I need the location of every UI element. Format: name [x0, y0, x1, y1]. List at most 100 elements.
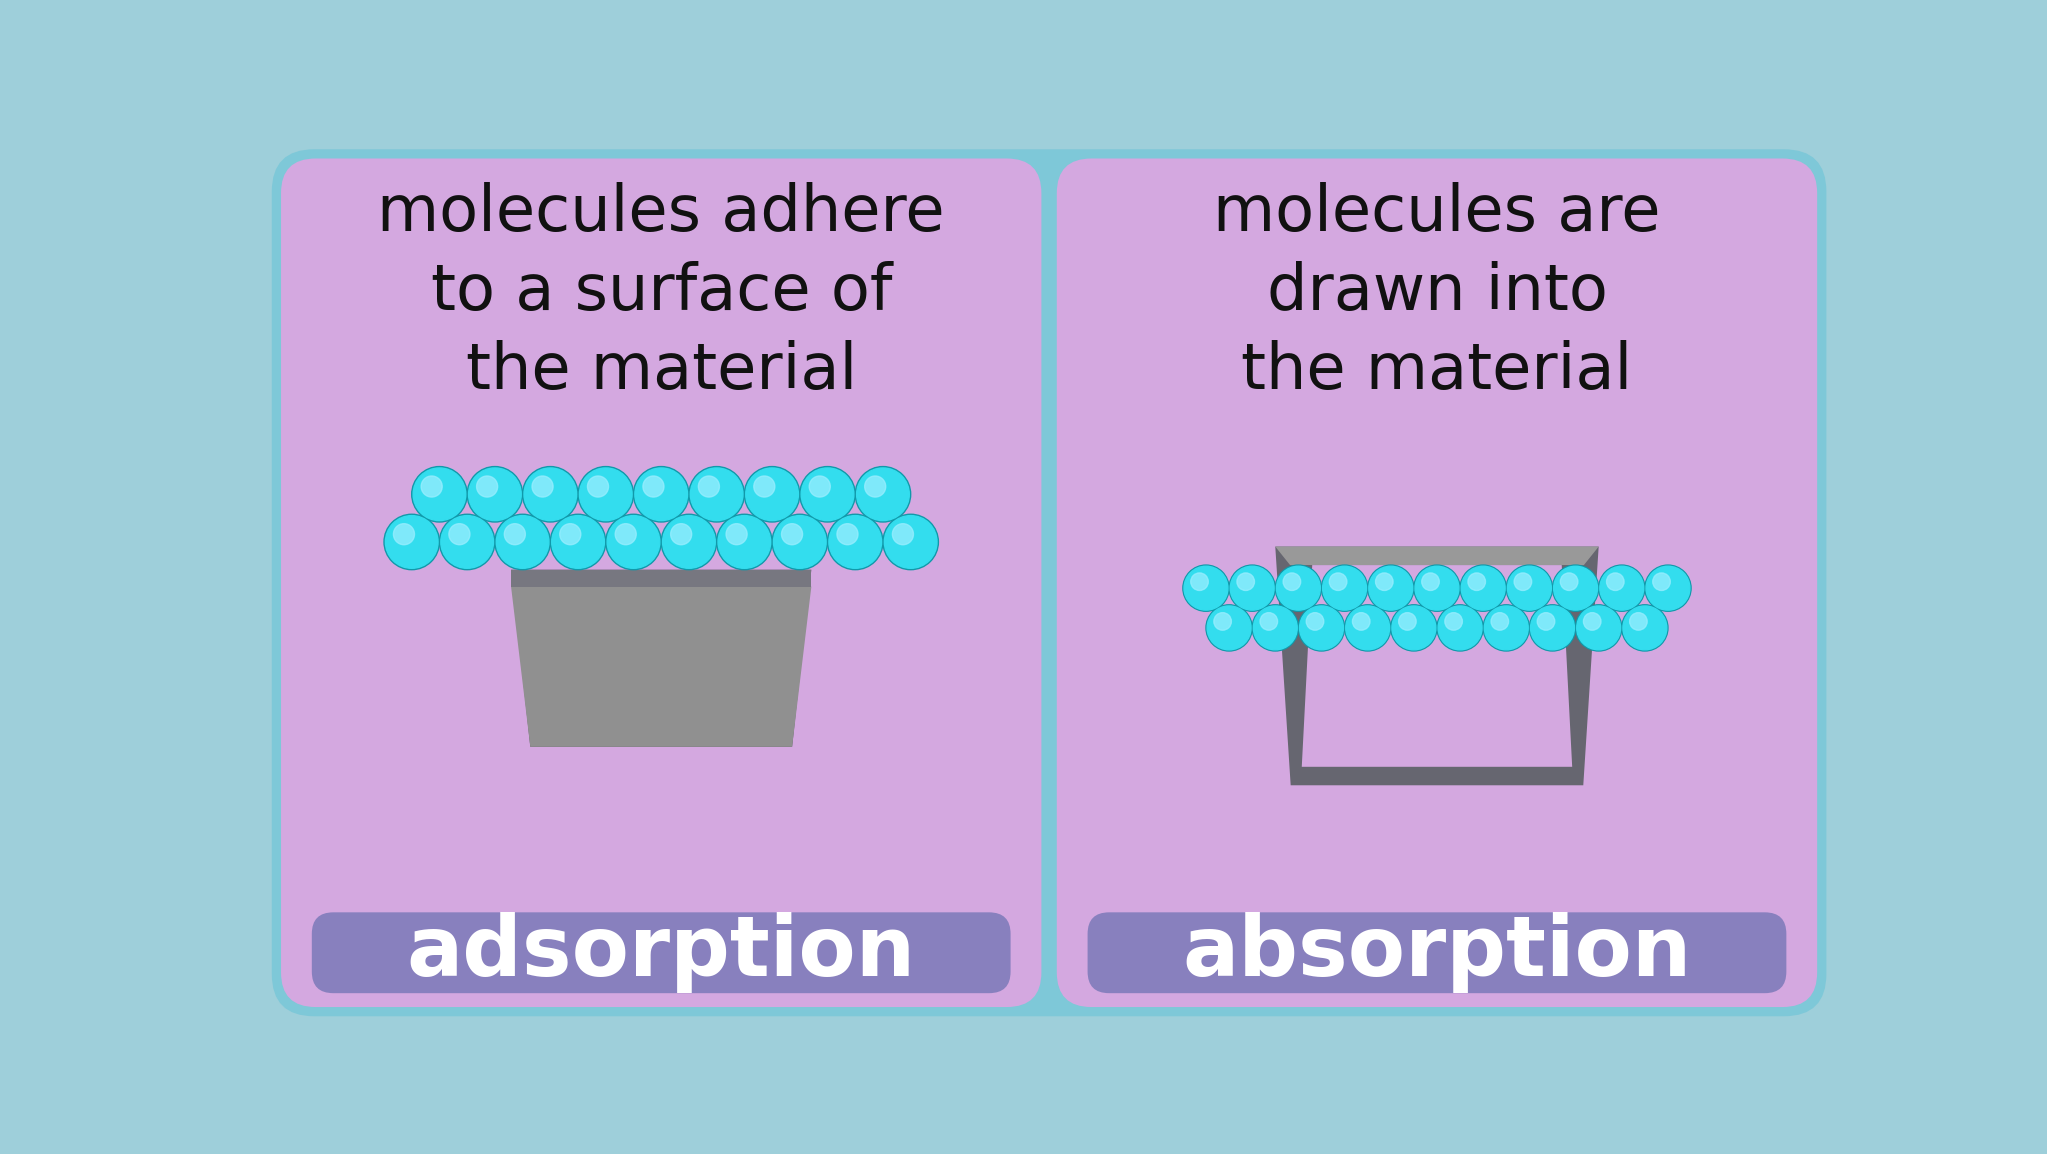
Circle shape: [1390, 605, 1437, 651]
Circle shape: [753, 475, 776, 497]
Circle shape: [1621, 605, 1668, 651]
Circle shape: [1261, 613, 1277, 630]
Circle shape: [1646, 567, 1691, 610]
Circle shape: [1599, 565, 1646, 612]
Circle shape: [727, 524, 747, 545]
Circle shape: [698, 475, 718, 497]
Circle shape: [1576, 605, 1621, 651]
Circle shape: [716, 515, 772, 570]
Circle shape: [522, 466, 577, 522]
Circle shape: [1623, 606, 1666, 650]
Circle shape: [1490, 613, 1509, 630]
Circle shape: [856, 466, 911, 522]
Circle shape: [579, 469, 633, 520]
Circle shape: [1398, 613, 1417, 630]
Circle shape: [495, 516, 549, 568]
Circle shape: [1369, 567, 1412, 610]
Circle shape: [1367, 565, 1414, 612]
Circle shape: [553, 516, 604, 568]
Circle shape: [448, 524, 471, 545]
Circle shape: [1468, 572, 1486, 591]
Circle shape: [1515, 572, 1531, 591]
Circle shape: [829, 516, 882, 568]
Circle shape: [663, 516, 714, 568]
Circle shape: [827, 515, 882, 570]
Circle shape: [1414, 567, 1460, 610]
Circle shape: [772, 515, 827, 570]
Circle shape: [643, 475, 663, 497]
Circle shape: [1345, 605, 1390, 651]
Circle shape: [1507, 567, 1552, 610]
Circle shape: [1414, 565, 1460, 612]
Text: adsorption: adsorption: [407, 913, 915, 994]
Circle shape: [1306, 613, 1324, 630]
Circle shape: [1253, 606, 1298, 650]
Circle shape: [774, 516, 827, 568]
Circle shape: [892, 524, 913, 545]
Circle shape: [718, 516, 770, 568]
Circle shape: [1462, 567, 1505, 610]
Circle shape: [385, 515, 440, 570]
Circle shape: [1183, 565, 1228, 612]
Circle shape: [1554, 567, 1597, 610]
Polygon shape: [1275, 547, 1599, 785]
FancyBboxPatch shape: [272, 149, 1826, 1017]
Circle shape: [1445, 613, 1462, 630]
Circle shape: [467, 466, 522, 522]
Circle shape: [524, 469, 577, 520]
Circle shape: [1300, 606, 1343, 650]
Text: absorption: absorption: [1183, 913, 1691, 994]
Circle shape: [690, 469, 743, 520]
Circle shape: [1329, 572, 1347, 591]
Circle shape: [411, 466, 467, 522]
Circle shape: [1484, 606, 1529, 650]
Polygon shape: [512, 570, 811, 586]
Circle shape: [1537, 613, 1556, 630]
Circle shape: [1353, 613, 1369, 630]
Circle shape: [1552, 565, 1599, 612]
Circle shape: [1601, 567, 1644, 610]
Circle shape: [385, 516, 438, 568]
Circle shape: [504, 524, 526, 545]
Circle shape: [559, 524, 581, 545]
Circle shape: [469, 469, 522, 520]
Circle shape: [1376, 572, 1394, 591]
Circle shape: [1507, 565, 1552, 612]
Circle shape: [800, 466, 856, 522]
Circle shape: [1437, 605, 1484, 651]
Circle shape: [1206, 605, 1253, 651]
Circle shape: [1607, 572, 1623, 591]
Circle shape: [1183, 567, 1228, 610]
Polygon shape: [512, 570, 811, 747]
Circle shape: [856, 469, 909, 520]
Circle shape: [616, 524, 637, 545]
Circle shape: [1322, 565, 1367, 612]
Circle shape: [1283, 572, 1300, 591]
Circle shape: [440, 515, 495, 570]
Circle shape: [608, 516, 659, 568]
Circle shape: [1228, 565, 1275, 612]
Circle shape: [800, 469, 854, 520]
Circle shape: [1531, 606, 1574, 650]
Circle shape: [1629, 613, 1648, 630]
Circle shape: [1646, 565, 1691, 612]
Circle shape: [606, 515, 661, 570]
Circle shape: [1652, 572, 1670, 591]
Circle shape: [1230, 567, 1273, 610]
FancyBboxPatch shape: [1056, 158, 1818, 1007]
Circle shape: [809, 475, 831, 497]
Circle shape: [1253, 605, 1298, 651]
Circle shape: [393, 524, 413, 545]
Circle shape: [882, 515, 938, 570]
Circle shape: [1275, 565, 1322, 612]
Circle shape: [1484, 605, 1529, 651]
Circle shape: [1560, 572, 1578, 591]
Circle shape: [1345, 606, 1390, 650]
Circle shape: [671, 524, 692, 545]
FancyBboxPatch shape: [280, 158, 1042, 1007]
Circle shape: [495, 515, 551, 570]
Polygon shape: [1275, 547, 1599, 565]
Circle shape: [633, 466, 690, 522]
Circle shape: [587, 475, 608, 497]
Circle shape: [661, 515, 716, 570]
